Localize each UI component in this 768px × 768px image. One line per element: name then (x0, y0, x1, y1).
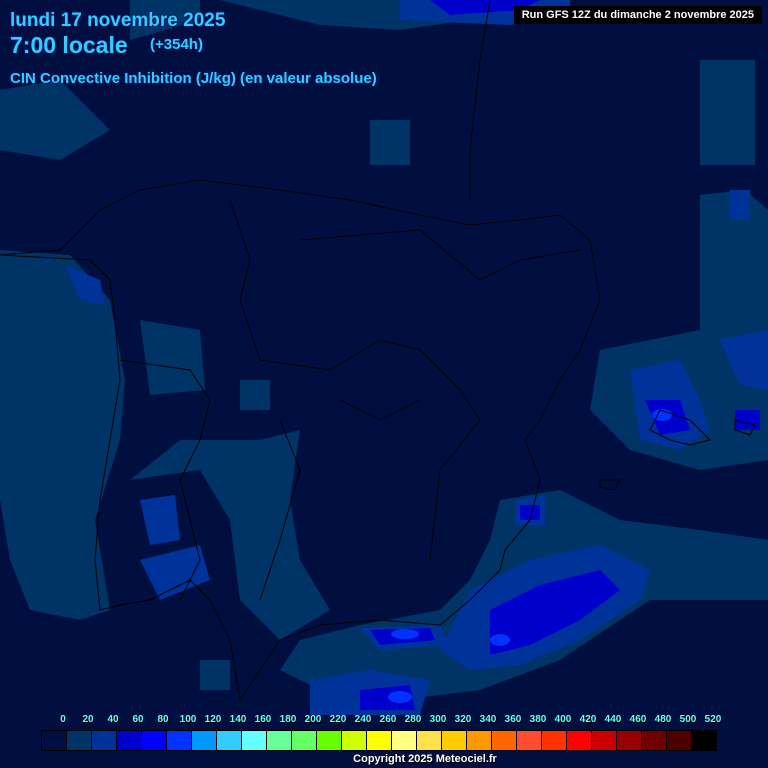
legend-label: 0 (60, 714, 66, 725)
legend-swatch (42, 731, 67, 750)
borders-coastlines (0, 0, 756, 702)
legend-label: 400 (554, 714, 572, 725)
legend-swatch (492, 731, 517, 750)
copyright: Copyright 2025 Meteociel.fr (353, 753, 497, 765)
legend-label: 200 (304, 714, 322, 725)
forecast-lead-time: (+354h) (150, 36, 203, 53)
legend-swatch (592, 731, 617, 750)
legend-label: 60 (132, 714, 144, 725)
legend-label: 300 (429, 714, 447, 725)
legend-label: 120 (204, 714, 222, 725)
legend-label: 140 (229, 714, 247, 725)
parameter-title: CIN Convective Inhibition (J/kg) (en val… (10, 70, 377, 87)
forecast-date: lundi 17 novembre 2025 (10, 10, 226, 31)
legend-swatch (167, 731, 192, 750)
legend-swatch (567, 731, 592, 750)
legend-label: 360 (504, 714, 522, 725)
legend-label: 460 (629, 714, 647, 725)
legend-label: 20 (82, 714, 94, 725)
run-info: Run GFS 12Z du dimanche 2 novembre 2025 (513, 6, 762, 24)
legend-swatch (242, 731, 267, 750)
legend-label: 500 (679, 714, 697, 725)
legend-label: 440 (604, 714, 622, 725)
legend-label: 80 (157, 714, 169, 725)
legend-swatch (517, 731, 542, 750)
legend-label: 160 (254, 714, 272, 725)
legend-label: 260 (379, 714, 397, 725)
legend-label: 220 (329, 714, 347, 725)
legend-label: 240 (354, 714, 372, 725)
cin-level-80-areas (388, 409, 672, 703)
legend-label: 420 (579, 714, 597, 725)
legend-label: 480 (654, 714, 672, 725)
legend-label: 40 (107, 714, 119, 725)
legend-swatch (692, 731, 716, 750)
legend-swatch (467, 731, 492, 750)
legend-label: 280 (404, 714, 422, 725)
legend-swatch (267, 731, 292, 750)
legend-swatch (392, 731, 417, 750)
legend-swatch (117, 731, 142, 750)
legend-swatch (342, 731, 367, 750)
legend-swatch (217, 731, 242, 750)
legend-swatch (417, 731, 442, 750)
legend-label: 100 (179, 714, 197, 725)
legend-swatch (192, 731, 217, 750)
legend-swatch (667, 731, 692, 750)
legend-swatch (442, 731, 467, 750)
legend-swatch (317, 731, 342, 750)
legend-swatch (542, 731, 567, 750)
legend-swatch (142, 731, 167, 750)
cin-level-60-areas (360, 0, 760, 710)
legend-label: 520 (704, 714, 722, 725)
legend-swatch (617, 731, 642, 750)
forecast-time: 7:00 locale (10, 32, 128, 58)
legend-label: 320 (454, 714, 472, 725)
legend-swatch (367, 731, 392, 750)
legend-swatch (642, 731, 667, 750)
legend-swatch (292, 731, 317, 750)
legend-label: 380 (529, 714, 547, 725)
legend-labels: 0 20 40 60 80 100 120 140 160 180 200 220 240 260 280 3… (0, 714, 768, 728)
legend-label: 180 (279, 714, 297, 725)
color-scale (41, 730, 717, 751)
legend-label: 340 (479, 714, 497, 725)
legend-swatch (67, 731, 92, 750)
legend-swatch (92, 731, 117, 750)
